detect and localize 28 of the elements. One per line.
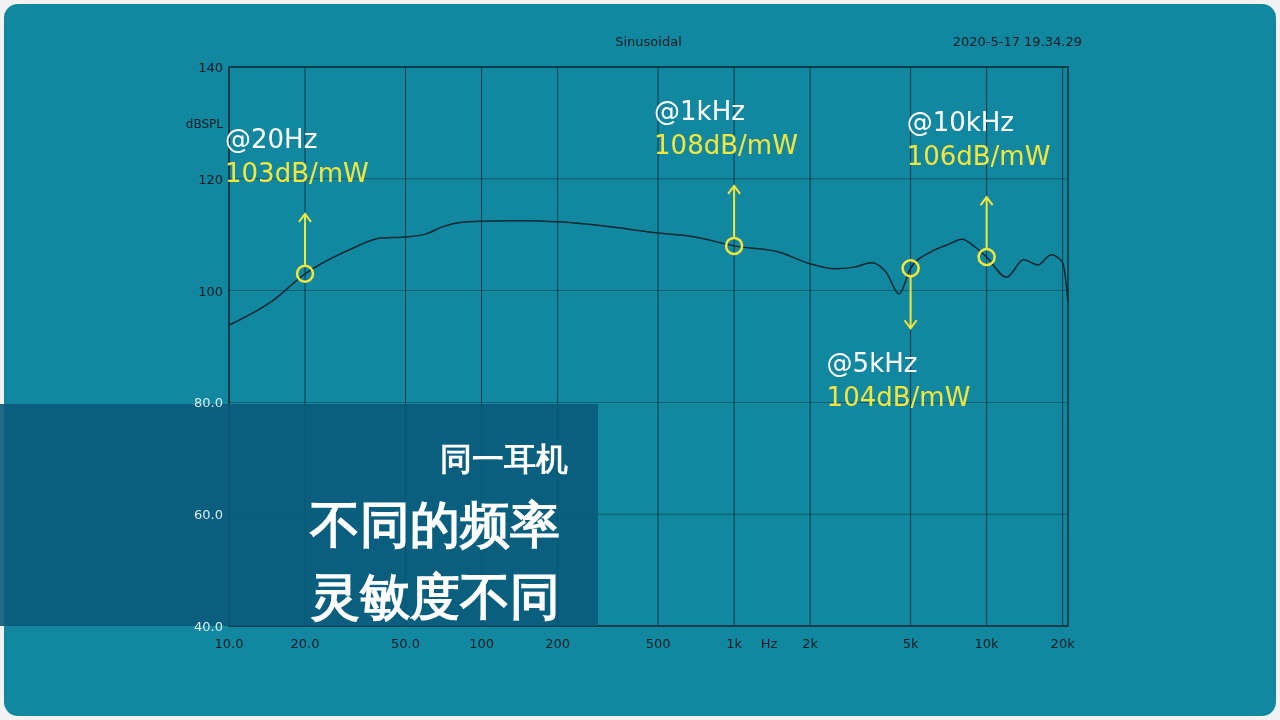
- x-axis-title: Hz: [760, 636, 778, 651]
- x-tick-label: 2k: [802, 636, 819, 651]
- x-tick-label: 100: [469, 636, 494, 651]
- chart-title: Sinusoidal: [615, 34, 682, 49]
- y-tick-label: 60.0: [194, 507, 223, 523]
- x-tick-label: 5k: [902, 636, 919, 651]
- x-tick-label: 20k: [1050, 636, 1076, 651]
- x-tick-label: 10k: [974, 636, 1000, 651]
- x-tick-label: 200: [545, 636, 570, 651]
- annotation: 同一耳机: [440, 440, 568, 478]
- x-tick-label: 1k: [726, 636, 743, 651]
- y-tick-label: 40.0: [194, 619, 223, 634]
- annotation: @10kHz 106dB/mW: [906, 107, 1051, 172]
- annotation: @5kHz 104dB/mW: [826, 348, 971, 413]
- chart-subtitle: 2020-5-17 19.34.29: [952, 34, 1082, 49]
- annotation: 灵敏度不同: [310, 568, 560, 626]
- annotation: 不同的频率: [309, 496, 560, 554]
- x-tick-label: 50.0: [391, 636, 420, 651]
- annotation: @20Hz 103dB/mW: [225, 123, 369, 188]
- y-axis-title: dBSPL: [185, 117, 224, 131]
- x-tick-label: 20.0: [290, 636, 320, 651]
- x-tick-label: 10.0: [214, 636, 244, 651]
- y-tick-label: 100: [198, 283, 223, 299]
- y-tick-label: 80.0: [194, 395, 223, 411]
- y-tick-label: 140: [198, 60, 223, 75]
- x-tick-label: 500: [645, 636, 671, 651]
- annotation: @1kHz 108dB/mW: [654, 95, 798, 160]
- y-tick-label: 120: [198, 171, 223, 187]
